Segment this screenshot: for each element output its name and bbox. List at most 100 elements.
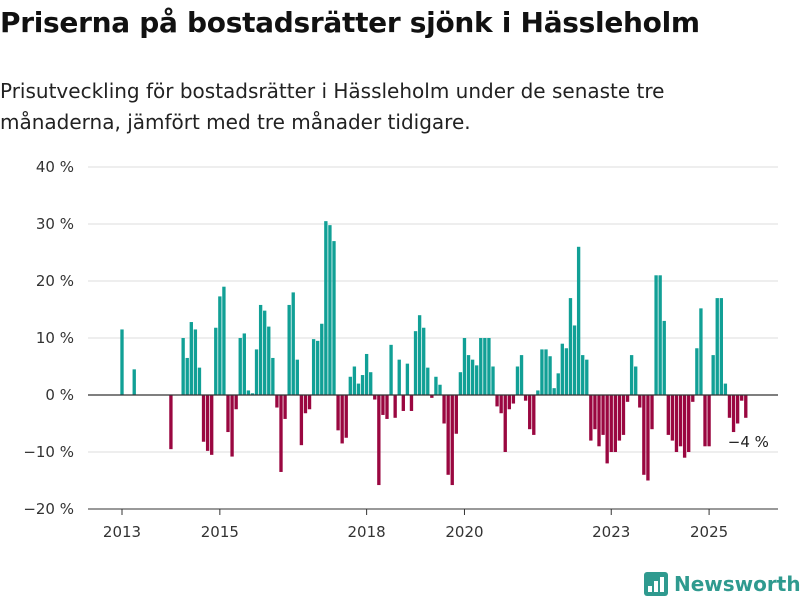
y-tick-label: 40 % (36, 158, 74, 176)
bar (430, 395, 434, 398)
gridlines (88, 166, 778, 453)
bar (311, 339, 316, 395)
bar (483, 338, 487, 395)
y-tick-label: 20 % (36, 272, 74, 290)
bar (422, 327, 426, 395)
bar (287, 304, 291, 395)
bar (283, 395, 287, 419)
bar (218, 296, 222, 395)
bar (303, 395, 308, 414)
bar (267, 326, 271, 395)
bar (205, 395, 210, 451)
bar (519, 355, 524, 395)
bar (438, 384, 442, 395)
bar (638, 395, 642, 408)
y-tick-label: 10 % (36, 329, 74, 347)
bar (385, 395, 389, 419)
x-tick-label: 2023 (592, 523, 630, 541)
bar (617, 395, 622, 441)
bar (568, 298, 573, 395)
bar (479, 338, 483, 395)
bar (487, 338, 491, 395)
bar (454, 395, 458, 434)
bar (373, 395, 377, 400)
bar (540, 349, 544, 395)
bar (413, 331, 418, 395)
bar (397, 359, 401, 395)
newsworthy-logo[interactable]: Newsworthy (644, 568, 800, 600)
bar (344, 395, 348, 438)
bar (601, 395, 605, 435)
bar (707, 395, 711, 447)
bar (564, 348, 569, 395)
bar (507, 395, 511, 410)
chart-title: Priserna på bostadsrätter sjönk i Hässle… (0, 6, 700, 39)
bar (242, 333, 246, 395)
bar (364, 353, 369, 395)
bar (132, 369, 136, 395)
bar (466, 355, 471, 395)
bar (475, 365, 479, 395)
x-axis-ticks: 2013 2015 2018 2020 2023 2025 (103, 509, 728, 541)
bar (528, 395, 532, 430)
x-tick-label: 2025 (690, 523, 728, 541)
bar (654, 275, 658, 395)
bar (589, 395, 593, 441)
bar (409, 395, 414, 411)
bar (226, 395, 230, 433)
bar (360, 375, 365, 395)
bar (613, 395, 617, 452)
bar (193, 329, 198, 395)
bar (744, 395, 748, 418)
bar (189, 322, 193, 395)
bar (328, 225, 332, 395)
bar (377, 395, 381, 486)
bar (185, 357, 189, 395)
bar (316, 340, 320, 395)
bar (650, 395, 654, 430)
bar (381, 395, 385, 415)
bar (597, 395, 601, 447)
bar (678, 395, 683, 447)
bar (495, 395, 499, 407)
bar (629, 355, 634, 395)
bar (250, 393, 255, 395)
bar (572, 325, 577, 395)
bar (556, 373, 560, 395)
bar (246, 390, 251, 395)
bar (532, 395, 536, 435)
bar (523, 395, 528, 401)
bar (670, 395, 675, 441)
bar (674, 395, 679, 452)
bar (458, 372, 463, 395)
bar (426, 367, 430, 395)
bar (401, 395, 405, 411)
bar (279, 395, 283, 472)
bar (719, 298, 723, 395)
bar (336, 395, 340, 431)
bar (703, 395, 707, 447)
bar (658, 275, 662, 395)
bar (585, 359, 589, 395)
bar (511, 395, 516, 404)
bar (576, 246, 581, 395)
bar (263, 310, 267, 395)
bar (254, 349, 259, 395)
bar (491, 366, 495, 395)
last-value-label: −4 % (728, 433, 769, 451)
bar (258, 304, 263, 395)
bar (356, 383, 361, 395)
bar (352, 366, 357, 395)
bar (642, 395, 646, 475)
bar (434, 376, 438, 395)
bar (230, 395, 234, 457)
bar (450, 395, 454, 486)
bar (470, 359, 475, 395)
bar (214, 327, 218, 395)
x-tick-label: 2013 (103, 523, 141, 541)
y-tick-label: −20 % (23, 500, 74, 518)
bar (609, 395, 613, 452)
bar (621, 395, 626, 435)
bar (197, 367, 202, 395)
bar (295, 359, 299, 395)
